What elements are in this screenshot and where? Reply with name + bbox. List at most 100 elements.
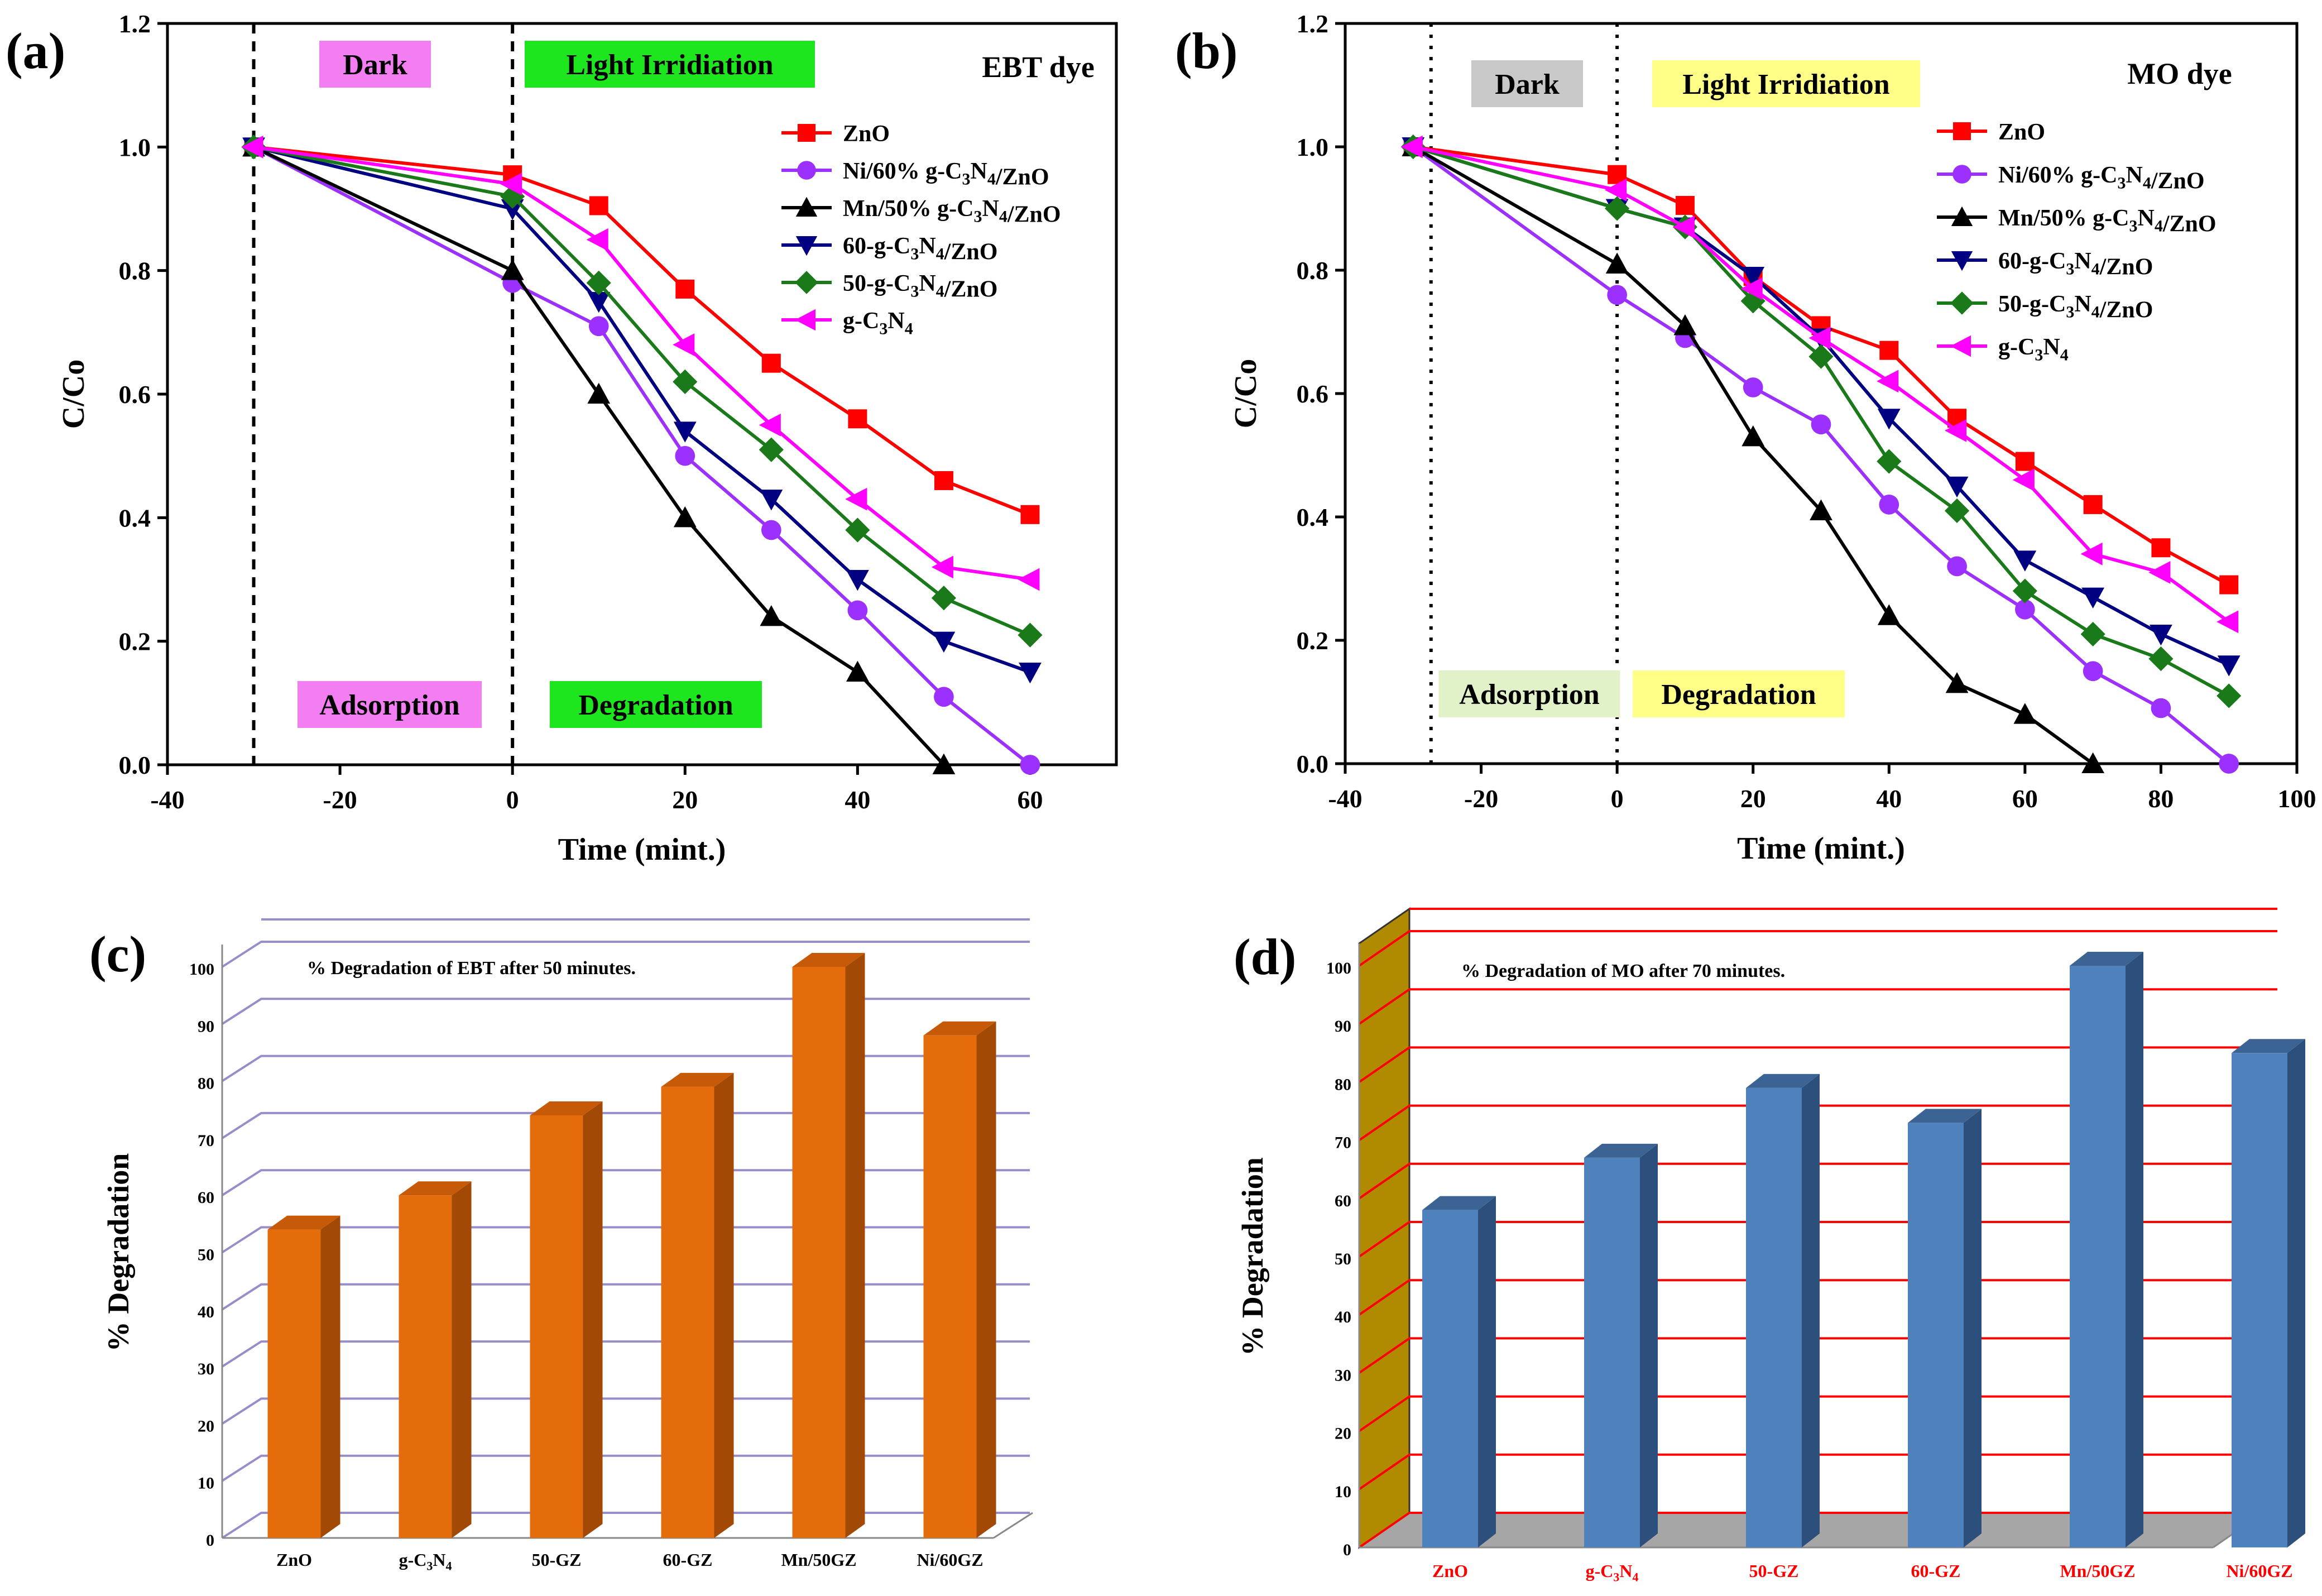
x-tick-label: 80 — [2148, 784, 2174, 813]
bar-side — [976, 1021, 996, 1538]
bar-top — [2070, 952, 2143, 966]
bar-top — [792, 953, 865, 967]
data-point — [2081, 752, 2105, 773]
data-point — [845, 487, 867, 511]
category-label: 60-GZ — [663, 1550, 713, 1570]
bar-ni-60gz: Ni/60GZ — [917, 1021, 996, 1570]
x-tick-label: 40 — [1876, 784, 1902, 813]
legend-marker — [1951, 206, 1973, 226]
y-tick-label: 80 — [198, 1075, 214, 1093]
data-point — [588, 316, 609, 337]
dark-region-label-box — [1471, 60, 1583, 107]
legend-label: 60-g-C3N4/ZnO — [843, 233, 997, 265]
bar-top — [1746, 1073, 1820, 1088]
x-tick-label: -40 — [150, 785, 184, 814]
bar-mn-50gz: Mn/50GZ — [781, 953, 865, 1570]
y-tick-label: 70 — [198, 1132, 214, 1150]
legend-marker — [795, 196, 818, 217]
data-point — [1607, 285, 1627, 305]
gridline — [221, 1283, 1030, 1311]
chart-title: % Degradation of MO after 70 minutes. — [1461, 961, 1785, 981]
gridline — [1358, 1221, 2277, 1258]
category-label: 50-GZ — [532, 1550, 582, 1570]
category-label: 50-GZ — [1749, 1561, 1799, 1581]
bar-top — [1422, 1196, 1496, 1210]
data-point — [1945, 476, 1969, 498]
adsorption-region-label: Adsorption — [1459, 679, 1599, 711]
bar-front — [1746, 1087, 1802, 1547]
y-axis-label: % Degradation — [1236, 1157, 1269, 1355]
data-point — [587, 292, 611, 313]
data-point — [1673, 314, 1697, 336]
data-point — [761, 353, 781, 373]
adsorption-region-label-box — [298, 681, 482, 728]
gridline — [221, 1111, 1030, 1139]
bar-top — [267, 1215, 340, 1230]
gridline — [1358, 1162, 2277, 1200]
series-ni-60-g-c3n4-zno: Ni/60% g-C3N4/ZnO — [243, 137, 1049, 775]
data-point — [2080, 621, 2105, 647]
bar-50-gz: 50-GZ — [530, 1101, 603, 1570]
x-tick-label: 100 — [2278, 784, 2316, 813]
bar-side — [1964, 1109, 1982, 1547]
y-axis-label: % Degradation — [102, 1153, 135, 1351]
data-point — [1810, 499, 1832, 520]
data-point — [2015, 599, 2035, 620]
x-tick-label: -20 — [1464, 784, 1498, 813]
series-line — [253, 145, 1031, 674]
data-point — [1740, 277, 1763, 300]
data-point — [587, 382, 611, 404]
data-point — [673, 421, 697, 443]
bar-front — [399, 1195, 452, 1538]
category-label: Ni/60GZ — [2226, 1561, 2292, 1581]
data-point — [586, 270, 611, 295]
bar-top — [1908, 1109, 1982, 1123]
x-tick-label: 60 — [2012, 784, 2038, 813]
bar-side — [845, 953, 865, 1538]
data-point — [1742, 267, 1765, 288]
chart-b: 0.0 0.2 0.4 0.6 0.8 1.0 1.2 -40 -20 0 20 40 60 80 100 T… — [1229, 9, 2316, 866]
data-point — [2083, 661, 2103, 682]
data-point — [932, 753, 956, 774]
legend-label: Mn/50% g-C3N4/ZnO — [1998, 205, 2217, 237]
data-point — [2219, 754, 2239, 774]
gridline — [1358, 1512, 2277, 1549]
bar-front — [2232, 1053, 2287, 1547]
bar-zno: ZnO — [1422, 1196, 1496, 1581]
legend-label: 50-g-C3N4/ZnO — [843, 271, 997, 303]
y-tick-label: 30 — [1335, 1366, 1351, 1384]
data-point — [1400, 135, 1423, 159]
data-point — [2151, 698, 2171, 718]
legend-marker — [795, 309, 815, 331]
adsorption-region-label-box — [1438, 670, 1620, 717]
bar-front — [923, 1035, 977, 1538]
y-tick-label: 0.8 — [1297, 256, 1329, 285]
bar-side — [2287, 1039, 2305, 1547]
data-point — [500, 172, 522, 196]
bar-60-gz: 60-GZ — [1908, 1109, 1982, 1581]
y-tick-label: 40 — [1335, 1308, 1351, 1326]
y-tick-label: 0.8 — [119, 257, 151, 285]
degradation-region-label: Degradation — [1661, 679, 1816, 711]
data-point — [1879, 495, 1899, 515]
dye-label: EBT dye — [982, 50, 1095, 84]
legend-label: 60-g-C3N4/ZnO — [1998, 248, 2153, 280]
data-point — [931, 586, 957, 611]
data-point — [2013, 703, 2037, 724]
series-50-g-c3n4-zno: 50-g-C3N4/ZnO — [241, 135, 1043, 648]
bar-front — [2070, 966, 2126, 1547]
data-point — [675, 445, 695, 466]
bar-side — [1478, 1196, 1496, 1547]
data-point — [2015, 452, 2035, 471]
data-point — [934, 687, 954, 707]
y-tick-label: 90 — [198, 1017, 214, 1036]
data-point — [1605, 252, 1629, 274]
data-point — [931, 555, 953, 579]
legend-marker — [1950, 291, 1974, 315]
data-point — [2151, 538, 2171, 558]
data-point — [1605, 196, 1630, 221]
gridline — [1358, 1046, 2277, 1084]
bar-top — [2232, 1039, 2305, 1053]
legend-label: 50-g-C3N4/ZnO — [1998, 291, 2153, 323]
y-tick-label: 1.2 — [119, 9, 151, 38]
